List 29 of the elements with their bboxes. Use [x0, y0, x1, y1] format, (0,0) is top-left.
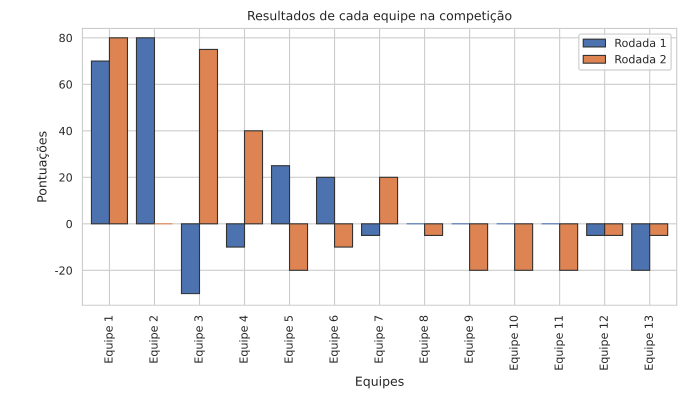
y-tick-label: 40: [59, 126, 72, 136]
x-tick-label: Equipe 5: [284, 316, 295, 363]
legend-label: Rodada 2: [615, 54, 666, 64]
y-axis-title: Pontuações: [36, 132, 49, 202]
x-tick-label: Equipe 13: [644, 316, 656, 370]
legend-label: Rodada 1: [615, 38, 666, 48]
bar: [469, 223, 488, 271]
x-tick-label: Equipe 8: [419, 316, 430, 363]
y-tick-label: -20: [55, 266, 72, 275]
x-tick-label: Equipe 7: [374, 316, 385, 363]
x-tick-label: Equipe 12: [599, 316, 610, 370]
x-tick-label: Equipe 10: [509, 316, 520, 370]
bar: [424, 223, 444, 236]
x-tick-label: Equipe 2: [149, 316, 160, 363]
y-tick-label: 0: [66, 220, 72, 228]
y-tick-label: 80: [59, 34, 72, 42]
x-tick-label: Equipe 4: [239, 316, 250, 363]
x-tick-label: Equipe 6: [329, 316, 340, 363]
x-tick-label: Equipe 9: [464, 316, 475, 363]
x-axis-title: Equipes: [356, 376, 404, 388]
bar: [136, 37, 156, 224]
chart-title: Resultados de cada equipe na competição: [248, 10, 512, 23]
x-tick-label: Equipe 11: [554, 316, 566, 370]
y-tick-label: 20: [59, 173, 72, 182]
bar: [514, 223, 534, 271]
bar: [559, 223, 578, 271]
x-tick-label: Equipe 3: [194, 316, 205, 363]
y-tick-label: 60: [59, 80, 72, 89]
x-tick-label: Equipe 1: [104, 316, 115, 363]
